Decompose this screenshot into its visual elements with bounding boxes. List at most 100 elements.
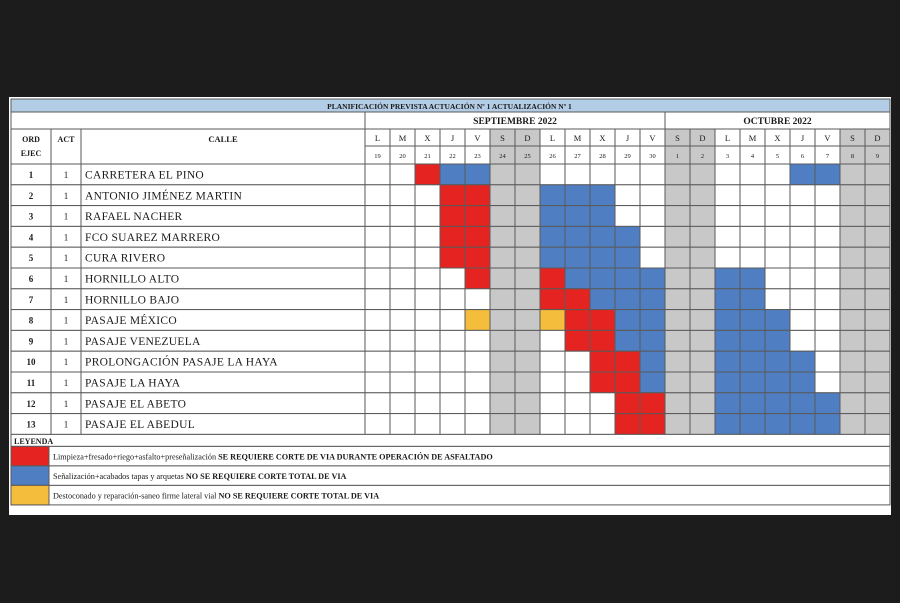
header-act: ACT (58, 135, 76, 144)
schedule-cell (714, 184, 741, 207)
row-act: 1 (64, 191, 69, 201)
schedule-cell (664, 288, 691, 311)
schedule-cell (839, 329, 866, 352)
task-cell (464, 163, 491, 186)
schedule-cell (514, 246, 541, 269)
day-letter: S (850, 133, 855, 143)
schedule-cell (664, 309, 691, 331)
task-cell (614, 371, 641, 394)
schedule-cell (589, 163, 616, 186)
schedule-cell (439, 288, 466, 311)
schedule-cell (364, 205, 391, 227)
row-ord: 3 (29, 212, 34, 222)
schedule-cell (639, 205, 666, 227)
row-act: 1 (64, 357, 69, 367)
schedule-cell (664, 267, 691, 290)
schedule-cell (414, 267, 441, 290)
schedule-cell (689, 371, 716, 394)
schedule-cell (839, 350, 866, 373)
row-act: 1 (64, 170, 69, 180)
row-ord: 4 (29, 232, 34, 242)
row-calle: CURA RIVERO (85, 253, 165, 265)
schedule-cell (814, 309, 841, 331)
schedule-cell (689, 225, 716, 248)
row-act: 1 (64, 316, 69, 326)
schedule-cell (389, 350, 416, 373)
task-cell (564, 184, 591, 207)
schedule-cell (639, 225, 666, 248)
schedule-cell (539, 371, 566, 394)
schedule-cell (764, 246, 791, 269)
row-calle: ANTONIO JIMÉNEZ MARTIN (85, 188, 242, 202)
row-act: 1 (64, 212, 69, 222)
day-number: 7 (826, 153, 830, 160)
row-ord: 10 (27, 357, 37, 367)
task-cell (639, 267, 666, 290)
schedule-cell (764, 205, 791, 227)
task-cell (814, 413, 841, 435)
schedule-cell (364, 267, 391, 290)
schedule-cell (739, 184, 766, 207)
task-cell (789, 371, 816, 394)
day-letter: X (599, 133, 605, 143)
schedule-cell (664, 413, 691, 435)
schedule-cell (514, 309, 541, 331)
row-calle: PASAJE MÉXICO (85, 313, 177, 327)
schedule-cell (839, 163, 866, 186)
schedule-cell (689, 413, 716, 435)
schedule-cell (364, 371, 391, 394)
schedule-cell (414, 392, 441, 415)
schedule-cell (489, 371, 516, 394)
task-cell (614, 267, 641, 290)
day-letter: J (801, 133, 805, 143)
task-cell (564, 246, 591, 269)
schedule-cell (514, 350, 541, 373)
day-number: 8 (851, 153, 854, 160)
schedule-cell (489, 246, 516, 269)
month-label: SEPTIEMBRE 2022 (473, 117, 557, 127)
task-cell (789, 163, 816, 186)
schedule-cell (514, 371, 541, 394)
task-cell (564, 288, 591, 311)
schedule-cell (439, 371, 466, 394)
month-label: OCTUBRE 2022 (743, 117, 812, 127)
row-ord: 12 (27, 399, 37, 409)
schedule-cell (364, 184, 391, 207)
schedule-cell (664, 246, 691, 269)
row-calle: HORNILLO ALTO (85, 274, 179, 286)
schedule-cell (739, 246, 766, 269)
schedule-cell (864, 329, 891, 352)
schedule-cell (639, 163, 666, 186)
schedule-cell (664, 205, 691, 227)
task-cell (739, 350, 766, 373)
schedule-cell (464, 371, 491, 394)
day-letter: L (375, 133, 380, 143)
schedule-cell (714, 246, 741, 269)
schedule-cell (864, 225, 891, 248)
schedule-cell (814, 288, 841, 311)
task-cell (464, 267, 491, 290)
task-cell (539, 205, 566, 227)
row-calle: RAFAEL NACHER (85, 211, 183, 223)
row-calle: PASAJE VENEZUELA (85, 336, 201, 348)
task-cell (464, 225, 491, 248)
day-number: 30 (649, 153, 656, 160)
task-cell (539, 309, 566, 331)
schedule-cell (564, 163, 591, 186)
schedule-cell (864, 246, 891, 269)
task-cell (639, 350, 666, 373)
schedule-cell (389, 371, 416, 394)
schedule-cell (364, 246, 391, 269)
schedule-cell (814, 184, 841, 207)
day-number: 23 (474, 153, 481, 160)
task-cell (564, 225, 591, 248)
task-cell (589, 371, 616, 394)
day-number: 3 (726, 153, 729, 160)
task-cell (789, 350, 816, 373)
task-cell (614, 350, 641, 373)
day-number: 1 (676, 153, 679, 160)
task-cell (464, 205, 491, 227)
schedule-cell (839, 184, 866, 207)
schedule-cell (714, 205, 741, 227)
day-number: 26 (549, 153, 556, 160)
